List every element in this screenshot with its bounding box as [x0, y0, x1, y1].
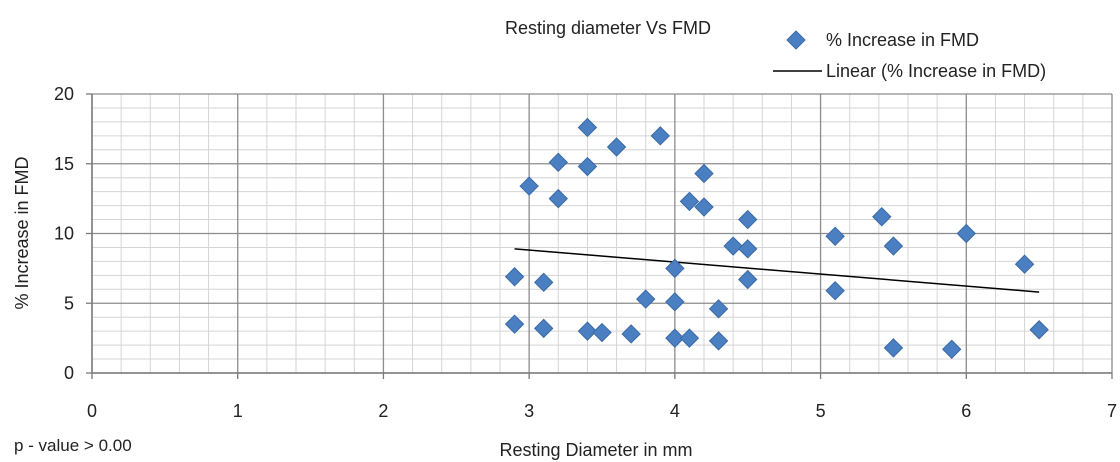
data-point [694, 163, 714, 184]
data-points [504, 117, 1049, 359]
data-point [679, 328, 700, 348]
data-point [665, 258, 685, 279]
x-tick-label: 7 [1107, 401, 1117, 421]
data-point [577, 321, 598, 341]
y-tick-label: 10 [54, 224, 74, 244]
x-tick-label: 5 [816, 401, 826, 421]
data-point [504, 314, 525, 334]
data-point [534, 272, 554, 293]
data-point [548, 188, 568, 209]
x-tick-label: 2 [378, 401, 388, 421]
data-point [738, 209, 758, 230]
trendline-group [514, 248, 1040, 293]
data-point [592, 322, 612, 343]
data-point [942, 339, 962, 359]
x-tick-label: 6 [961, 401, 971, 421]
data-point [738, 269, 758, 290]
data-point [577, 156, 598, 177]
data-point [577, 117, 598, 138]
data-point [548, 152, 568, 173]
y-axis-label: % Increase in FMD [12, 156, 32, 309]
y-tick-label: 0 [64, 363, 74, 383]
data-point [825, 280, 845, 301]
x-tick-label: 3 [524, 401, 534, 421]
data-point [1029, 320, 1049, 340]
plot-axes [86, 93, 1113, 379]
y-tick-label: 15 [54, 154, 74, 174]
legend-marker-diamond [786, 30, 806, 50]
data-point [708, 331, 729, 351]
data-point [679, 191, 700, 212]
data-point [621, 324, 641, 344]
data-point [872, 207, 892, 227]
data-point [883, 338, 904, 358]
data-point [650, 126, 670, 146]
y-tick-label: 20 [54, 84, 74, 104]
tick-labels: 0 1 2 3 4 5 6 7 0 5 10 15 20 [54, 84, 1117, 421]
legend-label-series: % Increase in FMD [826, 30, 979, 50]
x-tick-label: 1 [233, 401, 243, 421]
p-value-note: p - value > 0.00 [14, 436, 132, 455]
data-point [519, 176, 539, 196]
data-point [504, 267, 525, 287]
linear-trendline [514, 248, 1040, 293]
legend-label-trendline: Linear (% Increase in FMD) [826, 61, 1046, 81]
data-point [636, 289, 656, 309]
y-tick-label: 5 [64, 293, 74, 313]
data-point [723, 236, 743, 256]
data-point [606, 137, 627, 157]
data-point [738, 239, 758, 259]
x-tick-label: 0 [87, 401, 97, 421]
data-point [825, 226, 845, 246]
data-point [534, 318, 554, 339]
x-tick-label: 4 [670, 401, 680, 421]
data-point [665, 328, 685, 348]
legend: % Increase in FMD Linear (% Increase in … [773, 30, 1046, 81]
data-point [1014, 254, 1035, 274]
x-axis-label: Resting Diameter in mm [499, 440, 692, 460]
data-point [665, 292, 685, 312]
data-point [883, 236, 904, 256]
data-point [956, 223, 976, 244]
chart-title: Resting diameter Vs FMD [505, 18, 711, 38]
data-point [694, 197, 714, 217]
data-point [708, 299, 729, 319]
